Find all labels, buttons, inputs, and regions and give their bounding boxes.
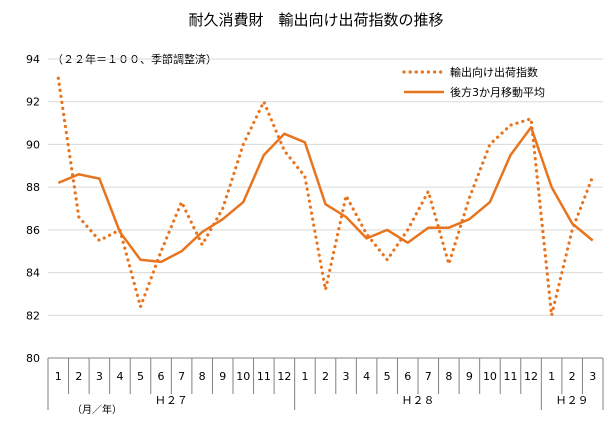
x-tick-label: 4	[116, 370, 123, 383]
x-tick-label: 6	[404, 370, 411, 383]
x-tick-label: 5	[137, 370, 144, 383]
legend-label: 後方3か月移動平均	[450, 85, 545, 99]
x-tick-label: 9	[466, 370, 473, 383]
y-tick-label: 90	[26, 138, 40, 151]
x-tick-label: 1	[548, 370, 555, 383]
series-lines	[56, 76, 595, 317]
x-tick-label: 7	[425, 370, 432, 383]
x-tick-label: 6	[158, 370, 165, 383]
x-tick-label: 5	[384, 370, 391, 383]
y-tick-label: 88	[26, 181, 40, 194]
x-tick-label: 1	[55, 370, 62, 383]
y-tick-label: 92	[26, 96, 40, 109]
y-axis-ticks: 80 82 84 86 88 90 92 94	[26, 53, 40, 365]
x-tick-label: 3	[589, 370, 596, 383]
x-tick-label: 1	[301, 370, 308, 383]
x-tick-label: 10	[483, 370, 497, 383]
y-tick-label: 84	[26, 267, 40, 280]
x-tick-label: 9	[219, 370, 226, 383]
x-tick-label: 11	[257, 370, 271, 383]
x-tick-label: 8	[199, 370, 206, 383]
gridlines	[48, 58, 603, 359]
x-tick-label: 10	[236, 370, 250, 383]
x-tick-label: 2	[569, 370, 576, 383]
y-tick-label: 94	[26, 53, 40, 66]
x-tick-label: 12	[524, 370, 538, 383]
year-label: Ｈ２９	[556, 394, 589, 407]
chart-title: 耐久消費財 輸出向け出荷指数の推移	[188, 11, 443, 29]
x-tick-label: 7	[178, 370, 185, 383]
x-tick-label: 8	[445, 370, 452, 383]
series-line-1	[56, 76, 595, 317]
y-tick-label: 86	[26, 224, 40, 237]
x-tick-label: 3	[343, 370, 350, 383]
series-line-2	[57, 126, 594, 264]
x-tick-label: 4	[363, 370, 370, 383]
x-tick-label: 11	[504, 370, 518, 383]
y-tick-label: 80	[26, 352, 40, 365]
x-tick-label: 2	[75, 370, 82, 383]
year-label: Ｈ２７	[155, 394, 188, 407]
y-tick-label: 82	[26, 309, 40, 322]
x-tick-label: 2	[322, 370, 329, 383]
legend-label: 輸出向け出荷指数	[450, 65, 538, 79]
year-label: Ｈ２８	[402, 394, 435, 407]
x-tick-label: 12	[277, 370, 291, 383]
x-axis-label: （月／年）	[72, 403, 122, 416]
x-tick-label: 3	[96, 370, 103, 383]
